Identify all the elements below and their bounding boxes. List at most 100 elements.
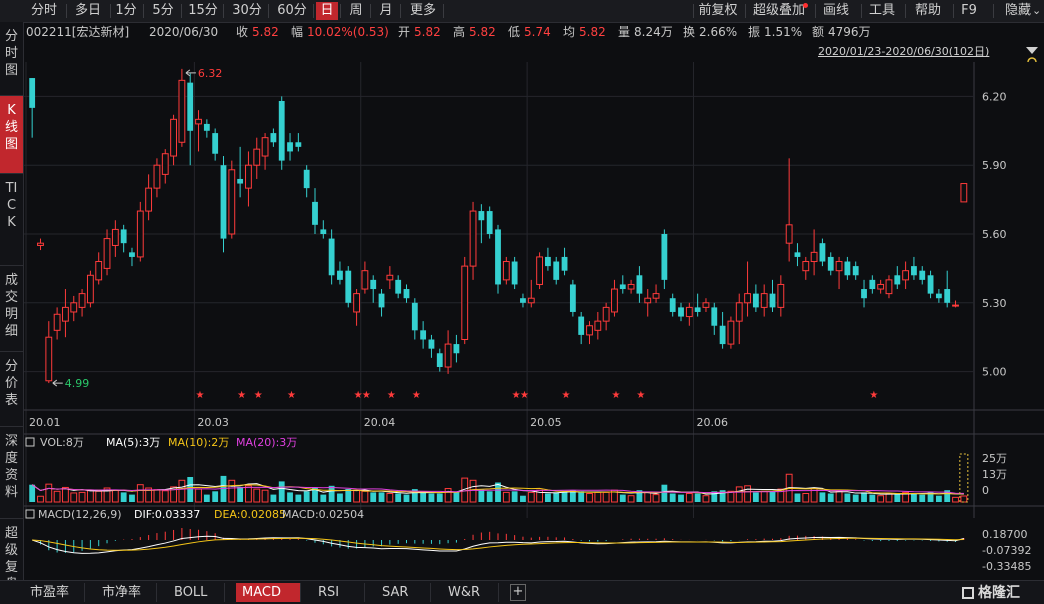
volume-bar [952, 496, 959, 503]
volume-bar [527, 491, 535, 503]
toolbar-right-1[interactable]: 超级叠加 [752, 3, 805, 18]
period-tab-2[interactable]: 1分 [115, 3, 137, 18]
candle-body [536, 256, 544, 285]
high-value: 5.82 [469, 25, 496, 39]
candle-body [245, 164, 252, 189]
candle-body [361, 270, 369, 290]
candle-body [287, 142, 293, 152]
candle-body [760, 293, 768, 308]
candle-body [270, 133, 277, 143]
volume-bar [719, 490, 726, 502]
candle-body [861, 289, 867, 299]
stock-code-name[interactable]: 002211[宏达新材] [26, 25, 130, 39]
candle-body [95, 261, 103, 281]
candle-body [495, 229, 501, 285]
period-tab-1[interactable]: 多日 [74, 3, 101, 18]
toolbar-separator [268, 4, 269, 18]
candle-body [295, 142, 302, 147]
toolbar-right-0[interactable]: 前复权 [698, 3, 738, 18]
volume-bar [727, 490, 735, 503]
sidebar-tab-0[interactable]: 分时图 [0, 22, 23, 96]
volume-bar [53, 490, 61, 503]
add-indicator-button[interactable]: + [510, 584, 526, 601]
toolbar-right-3[interactable]: 工具 [868, 3, 895, 18]
candle-body [120, 229, 127, 244]
date-tick: 20.05 [530, 416, 562, 429]
period-tab-3[interactable]: 5分 [152, 3, 174, 18]
indicator-tab-4[interactable]: RSI [312, 583, 365, 602]
period-tab-9[interactable]: 月 [379, 3, 393, 18]
date-tick: 20.06 [696, 416, 728, 429]
volume-bar [153, 489, 161, 503]
macd-legend-icon [25, 509, 35, 519]
volume-bar [395, 493, 402, 502]
indicator-tab-2[interactable]: BOLL [168, 583, 225, 602]
candle-body [303, 169, 310, 189]
volume-bar [752, 492, 759, 502]
period-tab-4[interactable]: 15分 [188, 3, 218, 18]
sidebar-tab-2[interactable]: TICK [0, 174, 23, 266]
toolbar-right-4[interactable]: 帮助 [914, 3, 941, 18]
candle-body [411, 302, 418, 331]
period-tab-6[interactable]: 60分 [277, 3, 307, 18]
date-tick: 20.01 [29, 416, 61, 429]
volume-bar [428, 493, 435, 502]
indicator-tab-5[interactable]: SAR [376, 583, 431, 602]
volume-bar [594, 491, 602, 503]
date-range-label[interactable]: 2020/01/23-2020/06/30(102日) [818, 45, 990, 58]
candle-body [578, 316, 585, 335]
volume-legend-3: MA(20):3万 [236, 436, 297, 449]
amount-label: 额 [812, 25, 825, 39]
indicator-tab-bar: 市盈率 市净率 BOLL MACD RSI SAR W&R + 格隆汇 [0, 580, 1044, 604]
period-tab-0[interactable]: 分时 [30, 3, 57, 18]
turnover-label: 换 [683, 25, 696, 39]
volume-bar [935, 495, 942, 502]
avg-label: 均 [563, 25, 576, 39]
price-tick: 6.20 [982, 90, 1007, 103]
period-tab-8[interactable]: 周 [349, 3, 363, 18]
candle-body [86, 274, 94, 304]
period-tab-7[interactable]: 日 [316, 2, 338, 20]
period-tab-5[interactable]: 30分 [232, 3, 262, 18]
candle-body [353, 293, 360, 313]
candle-body [29, 78, 36, 108]
toolbar-separator [66, 4, 67, 18]
candle-body [520, 298, 526, 303]
candle-body [478, 211, 485, 221]
candle-body [702, 302, 710, 308]
max-arrow-icon [185, 69, 196, 77]
quote-date: 2020/06/30 [149, 25, 219, 39]
sidebar-tab-5[interactable]: 深度资料 [0, 427, 23, 519]
max-price-label: 6.32 [198, 67, 223, 80]
volume-bar [478, 489, 485, 502]
toolbar-right-2[interactable]: 画线 [822, 3, 849, 18]
indicator-tab-6[interactable]: W&R [442, 583, 499, 602]
indicator-tab-0[interactable]: 市盈率 [24, 583, 85, 602]
event-star-icon: ★ [412, 390, 421, 401]
volume-bar [735, 486, 743, 503]
date-tick: 20.04 [364, 416, 396, 429]
period-tab-10[interactable]: 更多 [409, 3, 436, 18]
volume-bar [420, 492, 427, 502]
volume-bar [337, 493, 343, 502]
indicator-tab-1[interactable]: 市净率 [96, 583, 157, 602]
volume-bar [411, 489, 418, 502]
candle-body [927, 275, 934, 294]
volume-bar [586, 493, 593, 503]
volume-bar [328, 485, 335, 502]
toolbar-separator [223, 4, 224, 18]
indicator-tab-3[interactable]: MACD [236, 583, 301, 602]
sidebar-tab-3[interactable]: 成交明细 [0, 266, 23, 352]
kline-chart[interactable]: 6.20 5.90 5.60 5.30 5.00 20.01 20.03 20.04 20.05… [24, 62, 1044, 580]
brand-text: 格隆汇 [978, 585, 1020, 601]
toolbar-right-5[interactable]: F9 [961, 3, 977, 18]
sidebar-tab-1[interactable]: K线图 [0, 96, 23, 174]
sidebar-tab-4[interactable]: 分价表 [0, 352, 23, 427]
hide-chevron-icon[interactable]: ⌄ [1032, 4, 1042, 17]
volume-bar [170, 486, 177, 503]
candle-body [195, 118, 202, 125]
volume-bar [145, 487, 153, 503]
volume-bar [62, 486, 69, 503]
candle-body [378, 293, 385, 308]
toolbar-right-6[interactable]: 隐藏 [1004, 3, 1031, 18]
